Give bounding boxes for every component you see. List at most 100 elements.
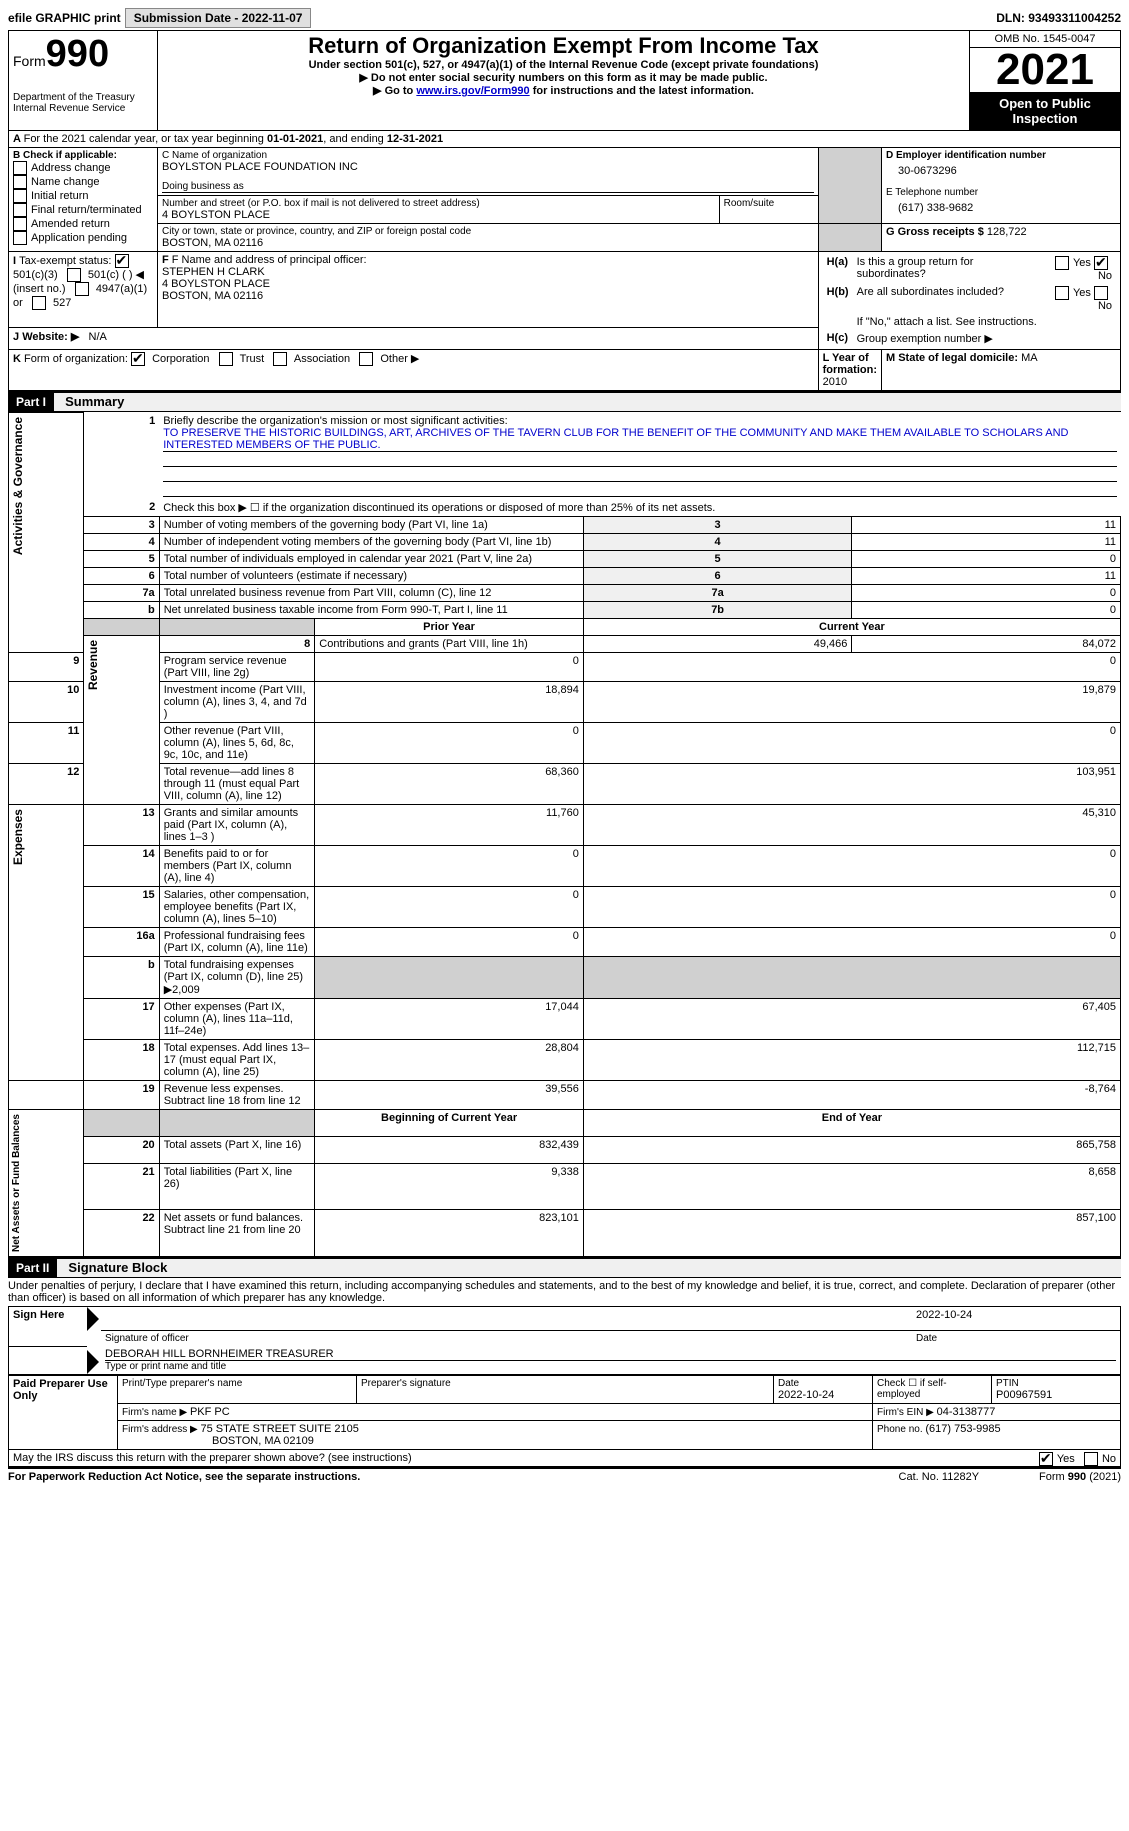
summary-table: Activities & Governance 1 Briefly descri…	[8, 412, 1121, 1257]
checkbox-name-change[interactable]	[13, 175, 27, 189]
irs-link[interactable]: www.irs.gov/Form990	[416, 85, 529, 97]
paid-preparer-block: Paid Preparer Use Only Print/Type prepar…	[8, 1375, 1121, 1450]
end-year-header: End of Year	[583, 1109, 1120, 1136]
line-1: Briefly describe the organization's miss…	[159, 413, 1120, 499]
section-d-e: D Employer identification number 30-0673…	[882, 148, 1121, 224]
website: N/A	[89, 331, 107, 343]
firm-ein: 04-3138777	[937, 1406, 996, 1418]
checkbox-application-pending[interactable]	[13, 231, 27, 245]
line-4: Number of independent voting members of …	[159, 533, 583, 550]
gross-receipts: 128,722	[987, 226, 1027, 238]
open-inspection: Open to Public Inspection	[970, 92, 1120, 130]
footer: For Paperwork Reduction Act Notice, see …	[8, 1467, 1121, 1483]
line-8: Contributions and grants (Part VIII, lin…	[315, 635, 584, 652]
top-bar: efile GRAPHIC print Submission Date - 20…	[8, 8, 1121, 28]
submission-date-button[interactable]: Submission Date - 2022-11-07	[125, 8, 312, 28]
checkbox-discuss-yes[interactable]	[1039, 1452, 1053, 1466]
dept-label: Department of the Treasury	[13, 92, 153, 103]
section-k: K Form of organization: Corporation Trus…	[9, 350, 819, 391]
line-10: Investment income (Part VIII, column (A)…	[159, 681, 315, 722]
penalty-statement: Under penalties of perjury, I declare th…	[8, 1278, 1121, 1306]
signature-line	[101, 1306, 912, 1331]
line-9: Program service revenue (Part VIII, line…	[159, 652, 315, 681]
checkbox-corporation[interactable]	[131, 352, 145, 366]
line-a: A For the 2021 calendar year, or tax yea…	[8, 131, 1121, 147]
subtitle-1: Under section 501(c), 527, or 4947(a)(1)…	[162, 59, 965, 71]
line-11: Other revenue (Part VIII, column (A), li…	[159, 722, 315, 763]
part-i-header: Part I Summary	[8, 391, 1121, 412]
checkbox-discuss-no[interactable]	[1084, 1452, 1098, 1466]
sign-here-block: Sign Here 2022-10-24 Signature of office…	[8, 1306, 1121, 1376]
title-cell: Return of Organization Exempt From Incom…	[158, 31, 970, 131]
checkbox-association[interactable]	[273, 352, 287, 366]
checkbox-527[interactable]	[32, 296, 46, 310]
signature-arrow-icon	[87, 1307, 99, 1331]
cat-no: Cat. No. 11282Y	[899, 1471, 980, 1483]
state-domicile: MA	[1021, 352, 1038, 364]
ptin: P00967591	[996, 1389, 1116, 1401]
section-c-name: C Name of organization BOYLSTON PLACE FO…	[158, 148, 819, 196]
subtitle-3: Go to www.irs.gov/Form990 for instructio…	[162, 84, 965, 97]
paid-preparer-label: Paid Preparer Use Only	[9, 1376, 118, 1450]
entity-block: B Check if applicable: Address change Na…	[8, 147, 1121, 391]
checkbox-ha-yes[interactable]	[1055, 256, 1069, 270]
beginning-year-header: Beginning of Current Year	[315, 1109, 584, 1136]
checkbox-initial-return[interactable]	[13, 189, 27, 203]
line-21: Total liabilities (Part X, line 26)	[159, 1163, 315, 1209]
tax-year: 2021	[970, 48, 1120, 92]
self-employed-check: Check ☐ if self-employed	[873, 1376, 992, 1404]
line-22: Net assets or fund balances. Subtract li…	[159, 1210, 315, 1256]
part-ii-header: Part II Signature Block	[8, 1257, 1121, 1278]
telephone: (617) 338-9682	[886, 198, 1116, 214]
section-expenses: Expenses	[9, 805, 27, 869]
line-19: Revenue less expenses. Subtract line 18 …	[159, 1080, 315, 1109]
val-5: 0	[852, 550, 1121, 567]
val-4: 11	[852, 533, 1121, 550]
street-address: 4 BOYLSTON PLACE	[162, 209, 715, 221]
section-i: I Tax-exempt status: 501(c)(3) 501(c) ( …	[9, 252, 158, 328]
officer-name-title: DEBORAH HILL BORNHEIMER TREASURER Type o…	[101, 1346, 1121, 1375]
line-7a: Total unrelated business revenue from Pa…	[159, 584, 583, 601]
line-20: Total assets (Part X, line 16)	[159, 1136, 315, 1163]
checkbox-trust[interactable]	[219, 352, 233, 366]
section-f: F F Name and address of principal office…	[158, 252, 819, 328]
val-7a: 0	[852, 584, 1121, 601]
checkbox-hb-yes[interactable]	[1055, 286, 1069, 300]
checkbox-final-return[interactable]	[13, 203, 27, 217]
section-c-address: Number and street (or P.O. box if mail i…	[158, 196, 720, 224]
mission-text: TO PRESERVE THE HISTORIC BUILDINGS, ART,…	[163, 427, 1116, 452]
checkbox-4947[interactable]	[75, 282, 89, 296]
paperwork-notice: For Paperwork Reduction Act Notice, see …	[8, 1471, 360, 1483]
section-h: H(a)Is this a group return for subordina…	[818, 252, 1120, 350]
irs-label: Internal Revenue Service	[13, 103, 153, 114]
line-5: Total number of individuals employed in …	[159, 550, 583, 567]
current-year-header: Current Year	[583, 618, 1120, 635]
section-j: J Website: ▶ N/A	[9, 327, 819, 349]
firm-name: PKF PC	[190, 1406, 230, 1418]
section-m: M State of legal domicile: MA	[882, 350, 1121, 391]
line-3: Number of voting members of the governin…	[159, 516, 583, 533]
section-net-assets: Net Assets or Fund Balances	[9, 1110, 24, 1256]
room-suite-label: Room/suite	[724, 198, 814, 209]
val-3: 11	[852, 516, 1121, 533]
checkbox-501c3[interactable]	[115, 254, 129, 268]
line-15: Salaries, other compensation, employee b…	[159, 886, 315, 927]
ein: 30-0673296	[886, 161, 1116, 187]
checkbox-address-change[interactable]	[13, 161, 27, 175]
checkbox-hb-no[interactable]	[1094, 286, 1108, 300]
line-14: Benefits paid to or for members (Part IX…	[159, 845, 315, 886]
section-l: L Year of formation: 2010	[818, 350, 881, 391]
checkbox-other[interactable]	[359, 352, 373, 366]
checkbox-amended[interactable]	[13, 217, 27, 231]
section-g: G Gross receipts $ 128,722	[882, 224, 1121, 252]
checkbox-ha-no[interactable]	[1094, 256, 1108, 270]
firm-phone: (617) 753-9985	[925, 1423, 1000, 1435]
checkbox-501c[interactable]	[67, 268, 81, 282]
subtitle-2: Do not enter social security numbers on …	[162, 71, 965, 84]
officer-name: STEPHEN H CLARK	[162, 266, 814, 278]
line-16a: Professional fundraising fees (Part IX, …	[159, 927, 315, 956]
dln: DLN: 93493311004252	[996, 11, 1121, 25]
val-6: 11	[852, 567, 1121, 584]
year-formation: 2010	[823, 376, 847, 388]
line-13: Grants and similar amounts paid (Part IX…	[159, 804, 315, 845]
